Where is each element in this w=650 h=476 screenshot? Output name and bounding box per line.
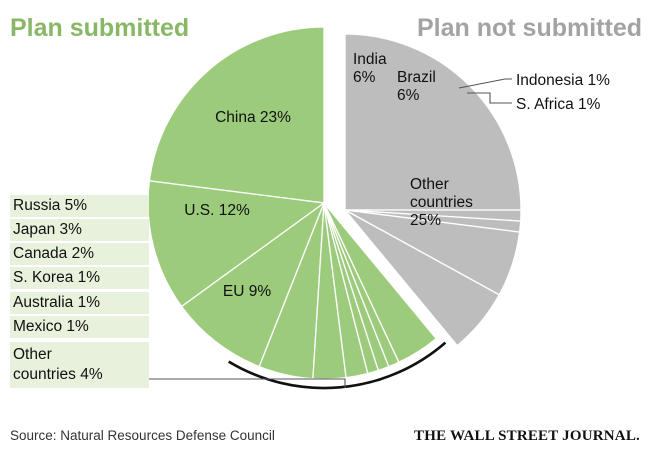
plan-not-submitted-heading: Plan not submitted xyxy=(417,14,642,42)
small-slices-bracket xyxy=(149,341,447,390)
legend-item-australia-1: Australia 1% xyxy=(10,292,149,314)
legend-item-other-countries-4: Other countries 4% xyxy=(10,342,149,388)
callout-lines xyxy=(458,78,512,104)
legend-label: Australia 1% xyxy=(13,294,101,311)
legend-item-mexico-1: Mexico 1% xyxy=(10,316,149,338)
legend-item-s-korea-1: S. Korea 1% xyxy=(10,267,149,289)
slice-u-s xyxy=(147,180,326,308)
slice-label-china: China 23% xyxy=(215,109,291,126)
legend-line: Other xyxy=(13,346,52,363)
legend-label: Japan 3% xyxy=(13,221,82,238)
pie-slices xyxy=(147,26,522,380)
callout-s-africa: S. Africa 1% xyxy=(516,96,601,113)
s-africa-leader-line xyxy=(467,92,512,104)
bracket-leader-line xyxy=(149,378,346,388)
slice-china xyxy=(148,26,325,204)
slice-eu xyxy=(180,201,326,368)
slice-label-eu: EU 9% xyxy=(223,283,271,300)
indonesia-leader-line xyxy=(458,78,512,89)
slice-label-u-s: U.S. 12% xyxy=(184,202,250,219)
slice-india xyxy=(344,209,501,347)
legend-item-russia-5: Russia 5% xyxy=(10,195,149,217)
bracket-arc xyxy=(228,341,447,390)
callout-indonesia: Indonesia 1% xyxy=(516,72,610,89)
legend-item-canada-2: Canada 2% xyxy=(10,243,149,265)
slice-other-countries-plan-submitted xyxy=(323,202,438,364)
legend-label: Canada 2% xyxy=(13,245,95,262)
source-note: Source: Natural Resources Defense Counci… xyxy=(10,428,275,443)
slice-label-india: India 6% xyxy=(353,51,387,86)
legend-label: Mexico 1% xyxy=(13,318,89,335)
publisher-logo: THE WALL STREET JOURNAL. xyxy=(414,428,640,444)
plan-submitted-heading: Plan submitted xyxy=(10,14,190,42)
slice-label-brazil: Brazil 6% xyxy=(397,69,436,104)
legend-item-japan-3: Japan 3% xyxy=(10,219,149,241)
legend-label: S. Korea 1% xyxy=(13,269,101,286)
legend-line: countries 4% xyxy=(13,366,103,383)
slice-label-other-countries: Other countries 25% xyxy=(410,176,473,229)
legend-label: Russia 5% xyxy=(13,197,88,214)
